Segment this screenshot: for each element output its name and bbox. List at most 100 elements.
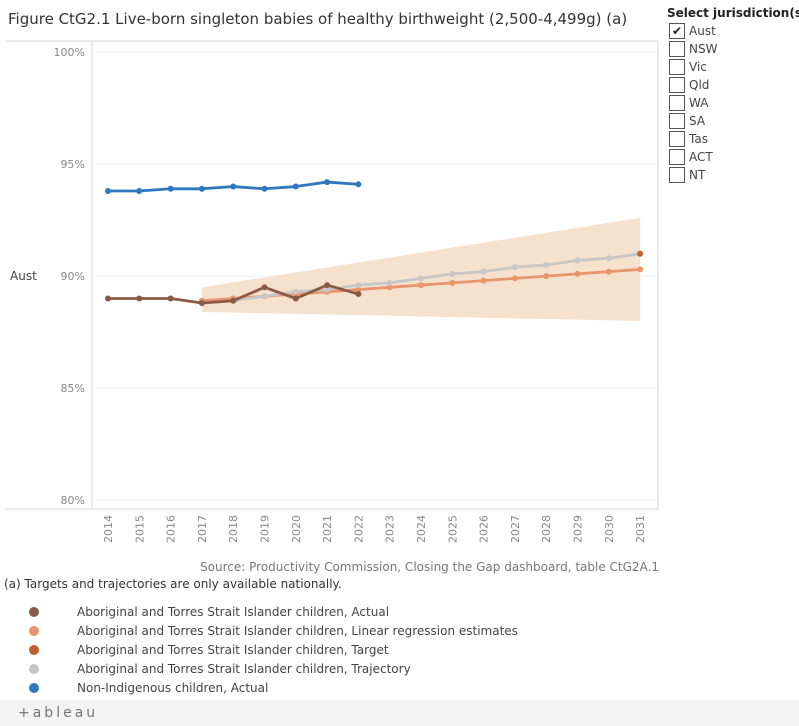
x-tick-label: 2031 xyxy=(634,515,647,543)
jurisdiction-option-nt[interactable]: NT xyxy=(667,166,797,184)
line-chart: 80% 85% 90% 95% 100% Aust 2014 2015 2016 2017 2018… xyxy=(5,40,659,543)
data-point-aboriginal-and-torres-strait-islander-children-trajectory xyxy=(386,279,393,286)
data-point-non-indigenous-children-actual xyxy=(355,181,362,188)
data-point-aboriginal-and-torres-strait-islander-children-linear-regression-estimates xyxy=(511,275,518,282)
x-tick-label: 2020 xyxy=(290,515,303,543)
data-point-aboriginal-and-torres-strait-islander-children-trajectory xyxy=(261,293,268,300)
data-point-aboriginal-and-torres-strait-islander-children-trajectory xyxy=(574,257,581,264)
data-point-non-indigenous-children-actual xyxy=(198,185,205,192)
data-point-aboriginal-and-torres-strait-islander-children-trajectory xyxy=(324,286,331,293)
data-point-non-indigenous-children-actual xyxy=(136,188,143,195)
x-tick-label: 2015 xyxy=(133,515,146,543)
jurisdiction-label: WA xyxy=(689,96,709,110)
data-point-aboriginal-and-torres-strait-islander-children-trajectory xyxy=(511,264,518,271)
source-note: Source: Productivity Commission, Closing… xyxy=(200,560,659,574)
tableau-logo[interactable]: +ableau xyxy=(18,705,99,721)
jurisdiction-label: SA xyxy=(689,114,706,128)
checkbox-nsw[interactable] xyxy=(669,41,685,57)
legend-swatch xyxy=(29,644,39,655)
data-point-aboriginal-and-torres-strait-islander-children-actual xyxy=(261,284,268,291)
data-point-aboriginal-and-torres-strait-islander-children-actual xyxy=(167,295,174,302)
data-point-aboriginal-and-torres-strait-islander-children-actual xyxy=(324,282,331,289)
legend-item-linear-regression[interactable]: Aboriginal and Torres Strait Islander ch… xyxy=(20,621,518,640)
x-tick-label: 2019 xyxy=(259,515,272,543)
legend: Aboriginal and Torres Strait Islander ch… xyxy=(20,602,518,697)
legend-item-trajectory[interactable]: Aboriginal and Torres Strait Islander ch… xyxy=(20,659,518,678)
data-point-non-indigenous-children-actual xyxy=(292,183,299,190)
checkbox-tas[interactable] xyxy=(669,131,685,147)
jurisdiction-filter-title: Select jurisdiction(s): xyxy=(667,6,799,20)
checkbox-wa[interactable] xyxy=(669,95,685,111)
data-point-aboriginal-and-torres-strait-islander-children-trajectory xyxy=(292,288,299,295)
x-tick-label: 2029 xyxy=(572,515,585,543)
data-point-aboriginal-and-torres-strait-islander-children-linear-regression-estimates xyxy=(574,270,581,277)
legend-item-target[interactable]: Aboriginal and Torres Strait Islander ch… xyxy=(20,640,518,659)
x-tick-label: 2021 xyxy=(321,515,334,543)
checkbox-nt[interactable] xyxy=(669,167,685,183)
data-point-aboriginal-and-torres-strait-islander-children-actual xyxy=(355,291,362,298)
checkbox-aust[interactable]: ✔ xyxy=(669,23,685,39)
checkbox-qld[interactable] xyxy=(669,77,685,93)
legend-label: Aboriginal and Torres Strait Islander ch… xyxy=(77,604,390,619)
legend-label: Aboriginal and Torres Strait Islander ch… xyxy=(77,623,518,638)
jurisdiction-option-aust[interactable]: ✔ Aust xyxy=(667,22,797,40)
data-point-aboriginal-and-torres-strait-islander-children-actual xyxy=(136,295,143,302)
x-tick-label: 2024 xyxy=(415,515,428,543)
jurisdiction-label: NT xyxy=(689,168,706,182)
data-point-aboriginal-and-torres-strait-islander-children-trajectory xyxy=(418,275,424,282)
x-tick-label: 2026 xyxy=(478,515,491,543)
legend-swatch xyxy=(29,625,39,636)
x-tick-label: 2025 xyxy=(446,515,459,543)
data-point-aboriginal-and-torres-strait-islander-children-linear-regression-estimates xyxy=(637,266,644,273)
data-point-aboriginal-and-torres-strait-islander-children-linear-regression-estimates xyxy=(605,268,612,275)
legend-item-actual[interactable]: Aboriginal and Torres Strait Islander ch… xyxy=(20,602,518,621)
x-tick-label: 2017 xyxy=(196,515,209,543)
data-point-aboriginal-and-torres-strait-islander-children-linear-regression-estimates xyxy=(386,284,393,291)
jurisdiction-option-wa[interactable]: WA xyxy=(667,94,797,112)
x-tick-label: 2014 xyxy=(102,515,115,543)
jurisdiction-label: Qld xyxy=(689,78,710,92)
jurisdiction-option-nsw[interactable]: NSW xyxy=(667,40,797,58)
jurisdiction-label: Tas xyxy=(689,132,708,146)
x-tick-label: 2030 xyxy=(603,515,616,543)
y-tick-label: 100% xyxy=(54,46,85,59)
legend-label: Non-Indigenous children, Actual xyxy=(77,680,269,695)
jurisdiction-option-tas[interactable]: Tas xyxy=(667,130,797,148)
checkbox-vic[interactable] xyxy=(669,59,685,75)
jurisdiction-option-vic[interactable]: Vic xyxy=(667,58,797,76)
checkbox-sa[interactable] xyxy=(669,113,685,129)
x-tick-label: 2028 xyxy=(540,515,553,543)
jurisdiction-label: NSW xyxy=(689,42,718,56)
checkbox-act[interactable] xyxy=(669,149,685,165)
jurisdiction-option-qld[interactable]: Qld xyxy=(667,76,797,94)
jurisdiction-filter: Select jurisdiction(s): ✔ Aust NSW Vic Ql… xyxy=(667,6,799,184)
data-point-aboriginal-and-torres-strait-islander-children-actual xyxy=(230,297,237,304)
jurisdiction-label: ACT xyxy=(689,150,713,164)
legend-swatch xyxy=(29,663,39,674)
data-point-non-indigenous-children-actual xyxy=(167,185,174,192)
data-point-aboriginal-and-torres-strait-islander-children-linear-regression-estimates xyxy=(355,286,362,293)
data-point-aboriginal-and-torres-strait-islander-children-trajectory xyxy=(480,268,487,275)
data-point-aboriginal-and-torres-strait-islander-children-linear-regression-estimates xyxy=(449,279,456,286)
legend-item-non-indigenous[interactable]: Non-Indigenous children, Actual xyxy=(20,678,518,697)
data-point-aboriginal-and-torres-strait-islander-children-linear-regression-estimates xyxy=(480,277,487,284)
legend-label: Aboriginal and Torres Strait Islander ch… xyxy=(77,661,411,676)
jurisdiction-label: Vic xyxy=(689,60,707,74)
data-point-non-indigenous-children-actual xyxy=(261,185,268,192)
jurisdiction-option-act[interactable]: ACT xyxy=(667,148,797,166)
row-label: Aust xyxy=(10,269,37,283)
chart-title: Figure CtG2.1 Live-born singleton babies… xyxy=(8,10,628,28)
jurisdiction-label: Aust xyxy=(689,24,716,38)
data-point-aboriginal-and-torres-strait-islander-children-actual xyxy=(105,295,111,302)
jurisdiction-option-sa[interactable]: SA xyxy=(667,112,797,130)
data-point-aboriginal-and-torres-strait-islander-children-linear-regression-estimates xyxy=(543,273,550,280)
data-point-non-indigenous-children-actual xyxy=(105,188,111,195)
data-point-aboriginal-and-torres-strait-islander-children-trajectory xyxy=(605,255,612,262)
legend-label: Aboriginal and Torres Strait Islander ch… xyxy=(77,642,389,657)
data-point-aboriginal-and-torres-strait-islander-children-actual xyxy=(292,295,299,302)
y-tick-label: 95% xyxy=(61,158,85,171)
footnote: (a) Targets and trajectories are only av… xyxy=(4,577,342,591)
data-point-aboriginal-and-torres-strait-islander-children-actual xyxy=(198,299,205,306)
data-point-non-indigenous-children-actual xyxy=(230,183,237,190)
x-tick-label: 2018 xyxy=(227,515,240,543)
